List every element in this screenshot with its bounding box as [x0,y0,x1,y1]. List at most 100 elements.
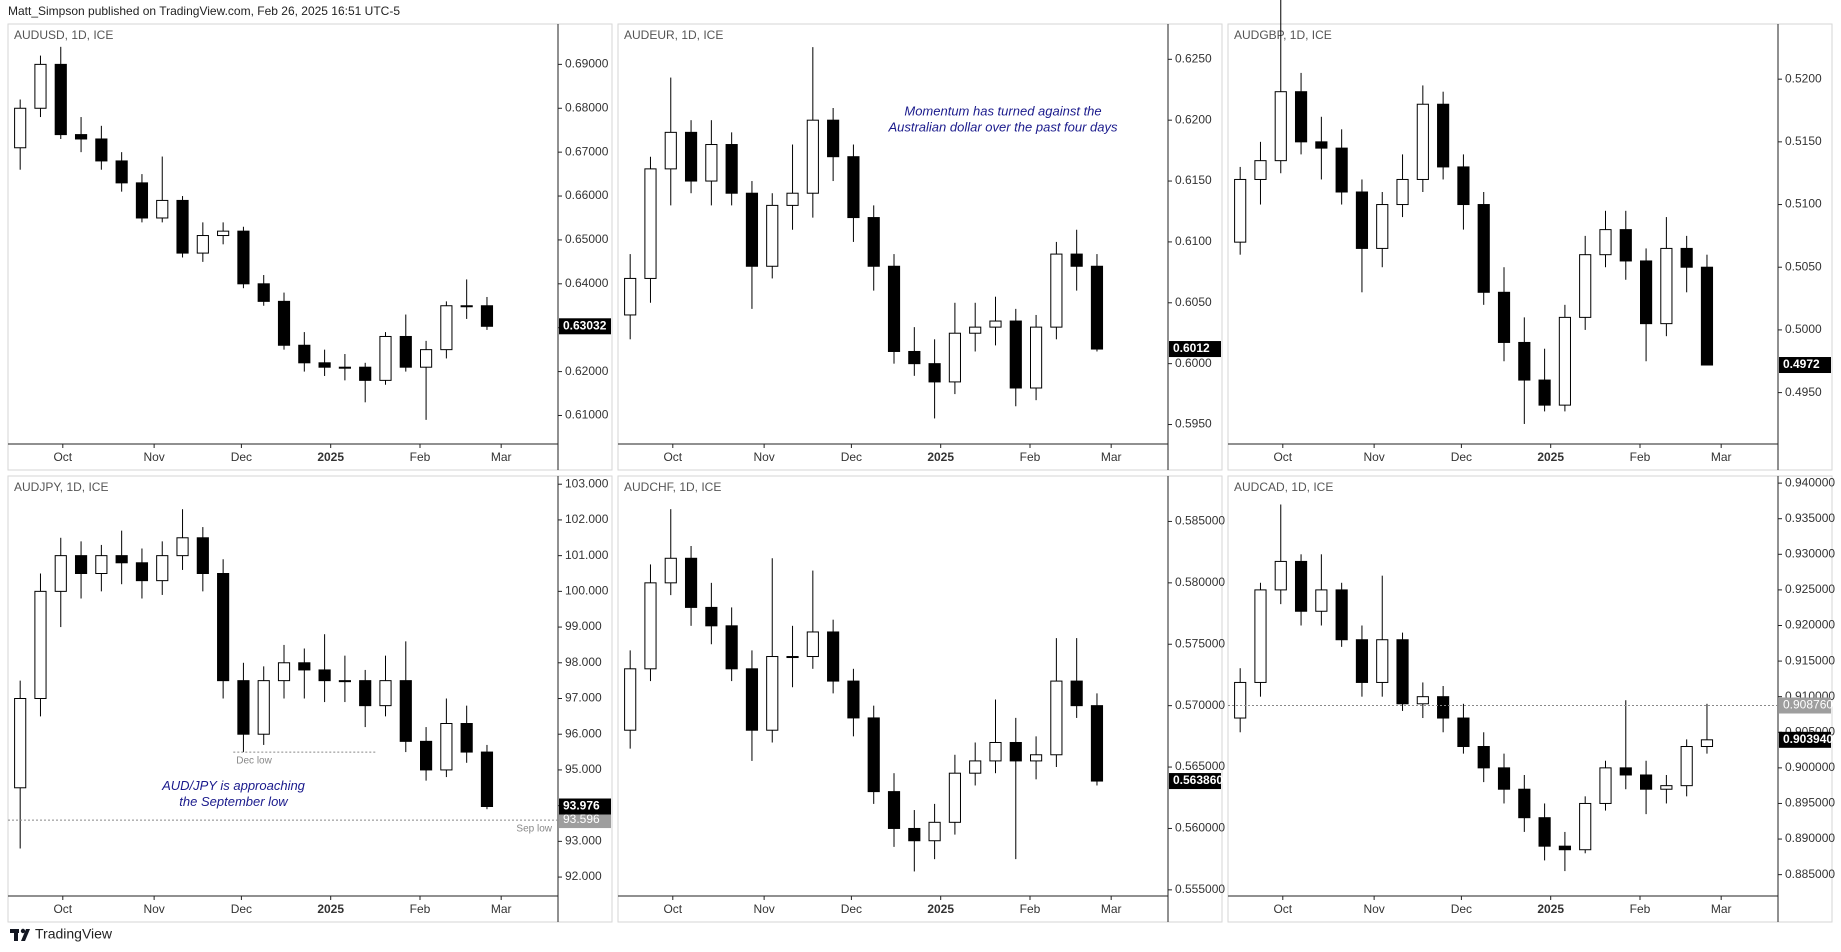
candle-body [766,204,779,267]
y-tick-label: 98.000 [565,655,602,669]
candle-body [54,555,67,592]
x-tick-label: Feb [1020,450,1041,464]
candle-body [460,305,473,308]
annotation: AUD/JPY is approaching [161,778,306,793]
x-tick-label: Nov [1363,902,1384,916]
candle-body [1640,260,1653,325]
y-tick-label: 0.68000 [565,100,609,114]
candle-body [460,723,473,753]
candle-body [989,320,1002,328]
y-tick-label: 0.565000 [1175,759,1225,773]
candle-body [1070,680,1083,707]
y-tick-label: 0.6100 [1175,234,1212,248]
x-tick-label: Mar [1711,902,1732,916]
chart-title: AUDUSD, 1D, ICE [14,28,113,42]
candle-body [420,740,433,771]
candle-body [867,717,880,793]
candle-body [1274,91,1287,162]
y-tick-label: 0.61000 [565,408,609,422]
candle-body [14,698,27,789]
y-tick-label: 97.000 [565,691,602,705]
y-tick-label: 0.5200 [1785,71,1822,85]
candle-body [624,668,637,731]
candle-body [277,662,291,682]
candle-body [1416,103,1429,180]
candle-body [399,335,412,368]
candle-body [1437,696,1450,719]
x-tick-label: 2025 [317,450,344,464]
candle-body [1518,788,1531,819]
y-tick-label: 0.5050 [1785,259,1822,273]
candle-body [1009,320,1022,389]
candle-body [54,63,67,136]
candle-body [1700,266,1714,366]
candle-body [1050,680,1063,756]
y-tick-label: 99.000 [565,619,602,633]
x-tick-label: Nov [1363,450,1384,464]
candle-body [359,680,372,707]
candle-body [1579,802,1592,851]
candle-body [135,182,149,219]
candle-body [786,192,799,206]
x-tick-label: Oct [1273,450,1292,464]
x-tick-label: Feb [1630,450,1651,464]
candle-body [827,631,840,682]
x-tick-label: Dec [1451,450,1472,464]
candle-body [298,662,311,671]
candle-body [338,680,351,683]
candle-body [887,265,901,352]
y-tick-label: 0.5150 [1785,134,1822,148]
chart-title: AUDCHF, 1D, ICE [624,480,721,494]
x-tick-label: Feb [410,450,431,464]
candle-body [1335,589,1348,641]
x-tick-label: Dec [841,450,862,464]
candle-body [1254,589,1267,683]
candle-body [399,680,412,742]
y-tick-label: 0.890000 [1785,831,1835,845]
candle-body [237,680,250,735]
candle-body [1070,253,1083,267]
last-price-box [1169,341,1221,358]
chart-title: AUDEUR, 1D, ICE [624,28,723,42]
annotation: Australian dollar over the past four day… [887,120,1118,135]
candle-body [1376,204,1389,249]
candle-body [440,723,453,771]
candle-body [847,156,860,219]
candle-body [948,772,961,823]
x-tick-label: Mar [491,902,512,916]
candle-body [1640,774,1653,790]
candle-body [1619,767,1632,776]
x-tick-label: 2025 [927,450,954,464]
candle-body [1315,589,1328,612]
x-tick-label: Nov [753,450,774,464]
candle-body [1030,754,1043,762]
candle-body [34,63,47,109]
candle-body [277,300,291,346]
candle-body [827,119,840,158]
candle-body [847,680,860,719]
candle-body [156,199,169,219]
candle-body [664,557,677,584]
candle-body [379,335,392,381]
chart-title: AUDGBP, 1D, ICE [1234,28,1332,42]
candle-body [74,134,88,140]
last-price-label: 0.6012 [1173,341,1210,355]
candle-body [1090,265,1104,350]
x-tick-label: Oct [663,450,682,464]
level-price-label: 93.596 [563,812,600,826]
candle-body [684,131,698,182]
candle-body [1030,326,1043,389]
candle-body [1518,341,1531,381]
candle-body [1477,204,1490,293]
level-name: Sep low [516,824,552,835]
x-tick-label: Dec [1451,902,1472,916]
x-tick-label: Nov [753,902,774,916]
x-tick-label: Dec [841,902,862,916]
candle-body [1558,316,1571,406]
y-tick-label: 93.000 [565,834,602,848]
y-tick-label: 0.885000 [1785,867,1835,881]
candle-body [867,217,880,267]
candle-body [745,192,759,267]
candle-body [806,631,819,658]
